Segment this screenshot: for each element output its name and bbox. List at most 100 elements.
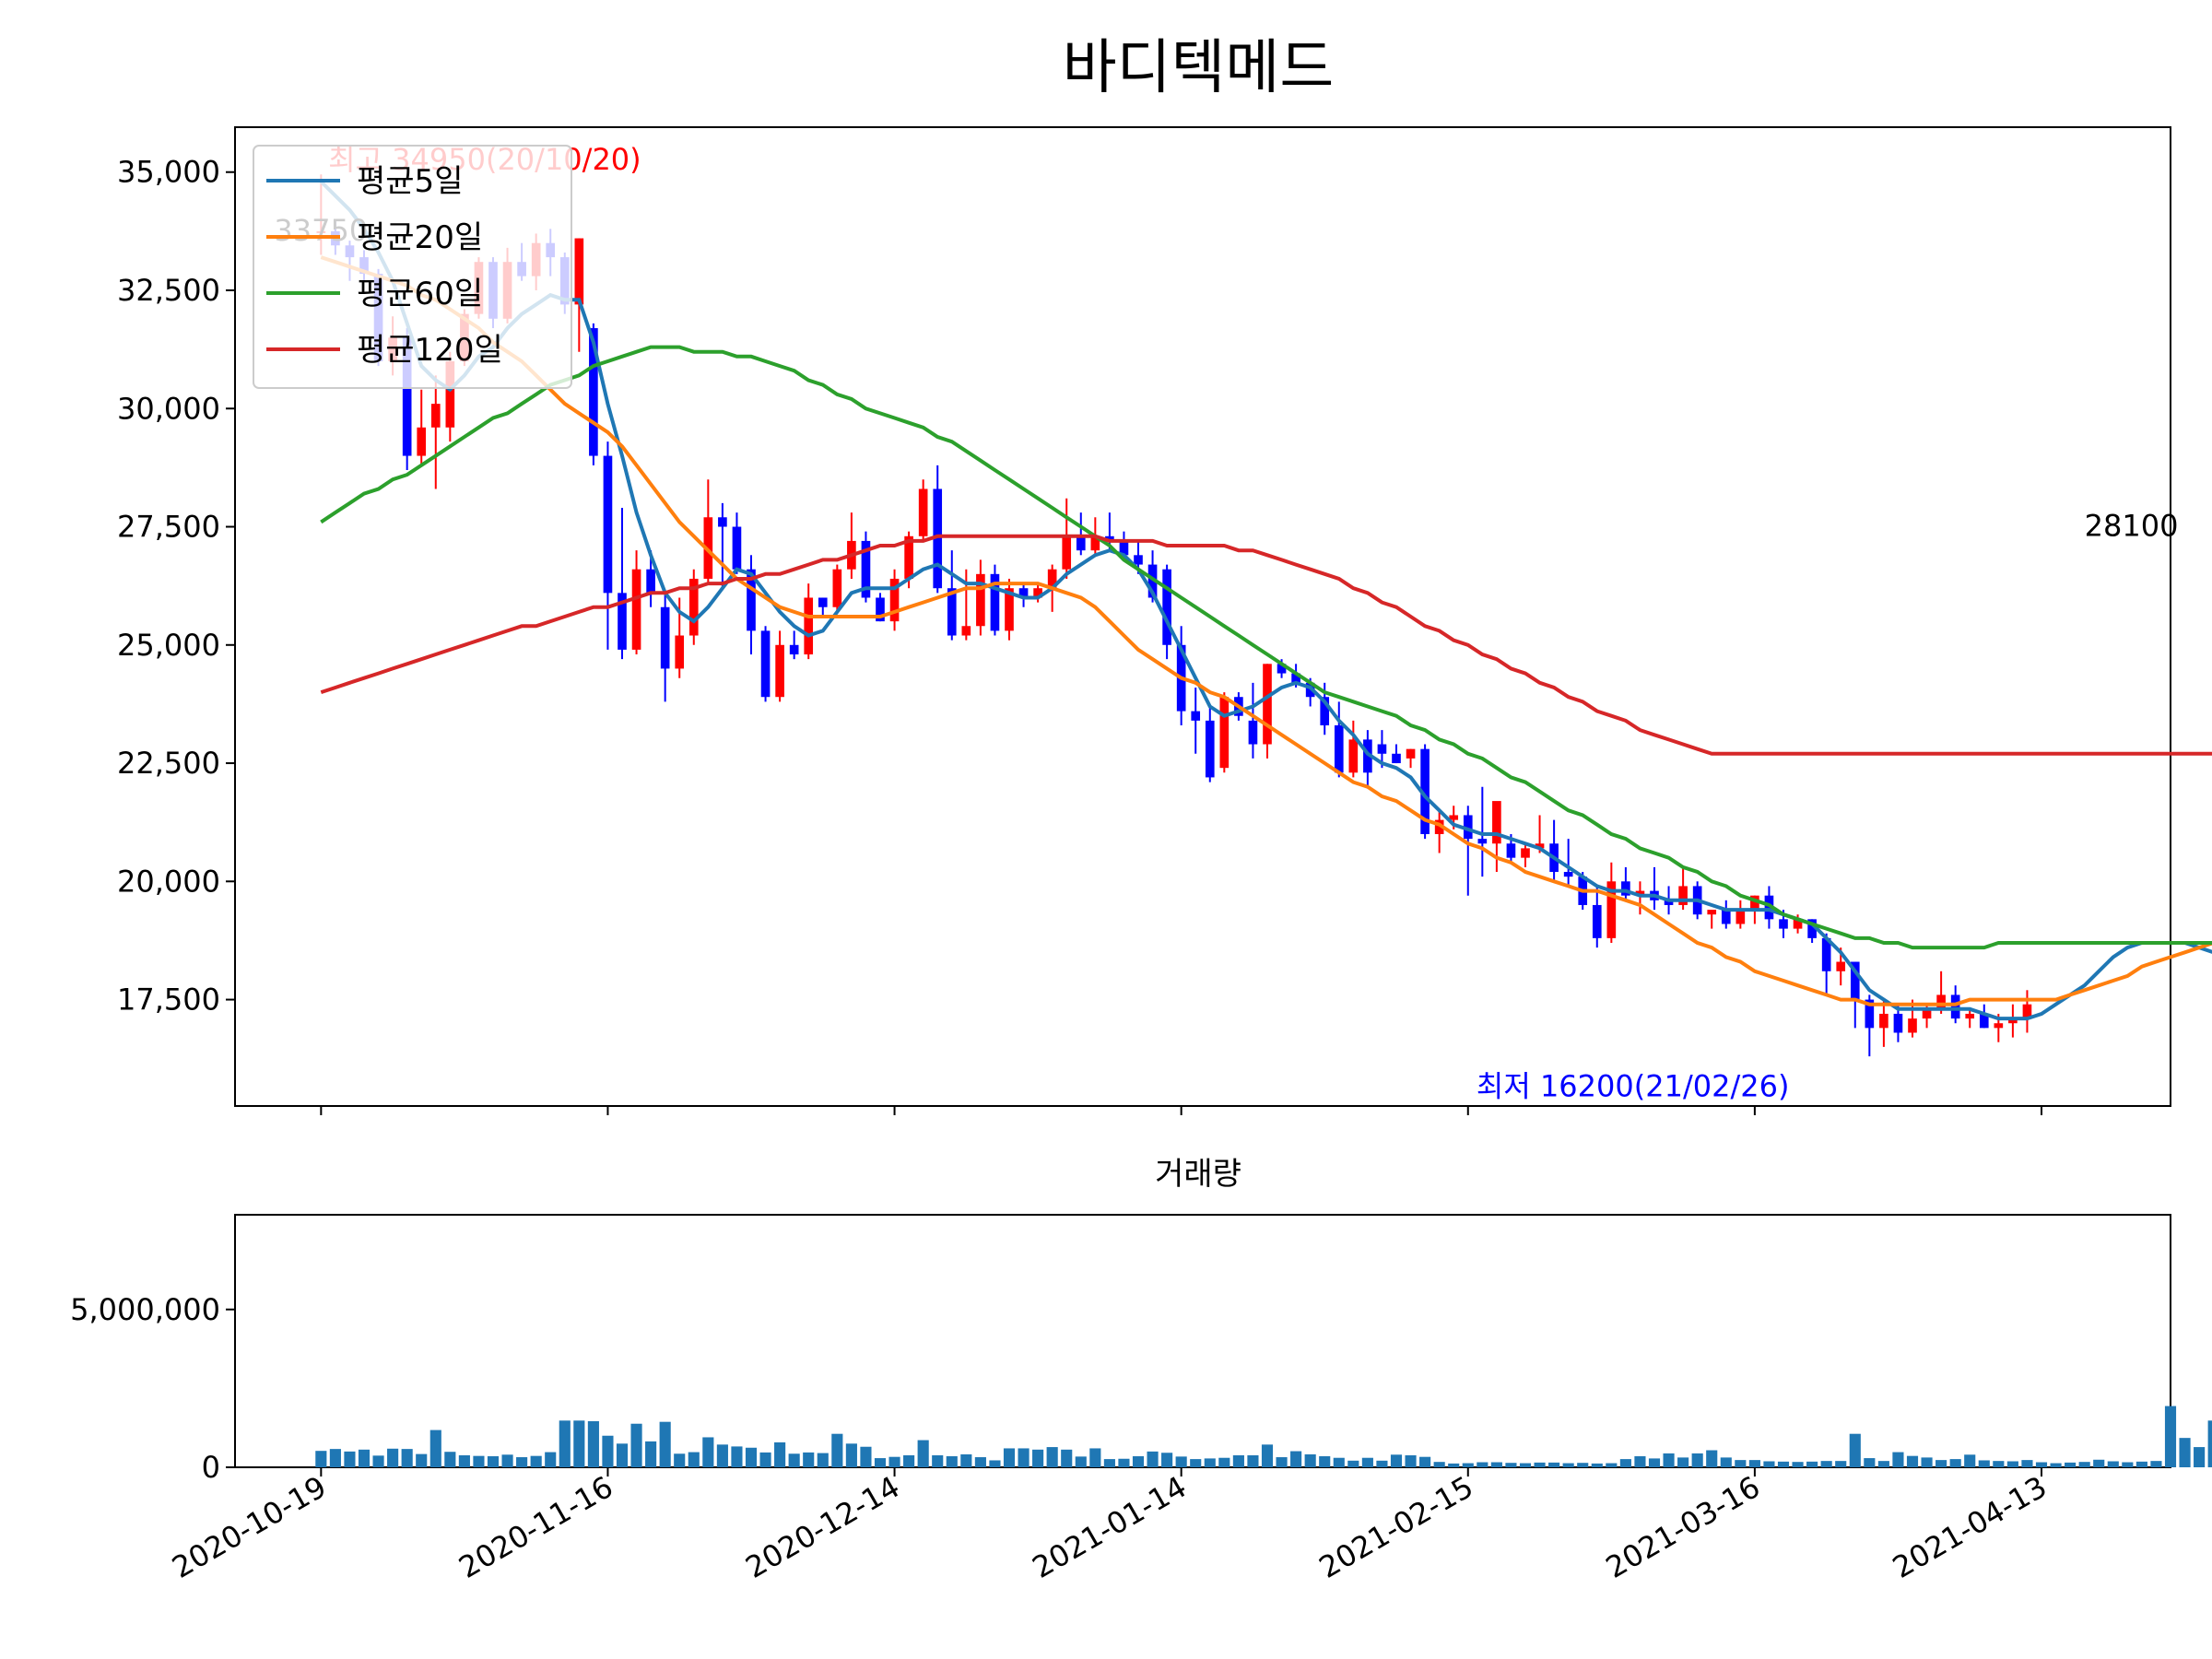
candle-body <box>1420 748 1430 834</box>
legend-box <box>253 145 572 389</box>
volume-bar <box>1691 1453 1703 1467</box>
volume-bar <box>2164 1406 2177 1467</box>
volume-bar <box>903 1454 915 1467</box>
volume-bar <box>688 1452 700 1467</box>
volume-bar <box>1606 1463 1618 1467</box>
candle-body <box>574 238 584 305</box>
ma20-line <box>320 255 2212 1006</box>
volume-bar <box>2093 1459 2105 1467</box>
volume-bar <box>1806 1461 1818 1467</box>
candle-body <box>1965 1013 1975 1019</box>
candle-body <box>732 526 742 570</box>
volume-bar <box>1591 1463 1603 1467</box>
volume-bar <box>2150 1461 2162 1467</box>
candle-body <box>1721 910 1731 924</box>
candle-body <box>1463 815 1473 840</box>
volume-bar <box>932 1454 944 1467</box>
candle-body <box>904 535 913 579</box>
candle-body <box>990 573 1000 631</box>
volume-bar <box>1735 1460 1747 1467</box>
volume-bar <box>616 1443 629 1467</box>
volume-bar <box>1361 1457 1373 1467</box>
volume-bar <box>358 1449 371 1467</box>
volume-bar <box>1534 1462 1546 1467</box>
candle-body <box>1635 890 1645 896</box>
candle-body <box>775 644 784 698</box>
volume-bar <box>1663 1453 1675 1467</box>
candle-body <box>1047 569 1057 589</box>
volume-bar <box>1161 1453 1173 1467</box>
candle-body <box>1664 900 1674 905</box>
candle-body <box>1821 937 1831 971</box>
volume-bar <box>444 1452 456 1467</box>
x-tick-label: 2020-12-14 <box>740 1469 906 1585</box>
volume-bar <box>2021 1460 2033 1467</box>
volume-bar <box>831 1433 843 1467</box>
candle-body <box>1950 994 1960 1019</box>
volume-bar <box>917 1440 929 1467</box>
volume-bar <box>516 1457 528 1467</box>
volume-bar <box>2065 1462 2077 1467</box>
volume-bar <box>1118 1458 1130 1467</box>
candle-body <box>1779 919 1788 929</box>
volume-axes-frame <box>234 1214 2171 1468</box>
candle-body <box>1248 720 1258 745</box>
candle-body <box>1492 801 1501 844</box>
candle-body <box>1377 744 1387 754</box>
candle-body <box>1678 886 1688 905</box>
candle-body <box>947 588 957 636</box>
volume-bar <box>1936 1460 1947 1467</box>
volume-bar <box>774 1441 786 1467</box>
candle-body <box>2008 1018 2018 1024</box>
candle-body <box>589 328 598 456</box>
volume-bar <box>1290 1451 1302 1467</box>
candle-body <box>1334 725 1344 773</box>
price-y-tick-label: 25,000 <box>117 628 220 663</box>
candle-body <box>1005 588 1014 631</box>
volume-bar <box>1204 1458 1216 1467</box>
candle-body <box>832 569 842 607</box>
volume-bar <box>1849 1433 1861 1467</box>
volume-bar <box>2136 1461 2147 1467</box>
candle-body <box>876 597 885 622</box>
candle-body <box>1592 904 1602 938</box>
candle-body <box>1392 753 1401 764</box>
volume-bar <box>1304 1453 1316 1467</box>
volume-bar <box>817 1453 829 1467</box>
volume-bar <box>1319 1456 1331 1467</box>
x-tick-label: 2021-02-15 <box>1313 1469 1479 1585</box>
volume-bar <box>630 1423 642 1467</box>
volume-bar <box>702 1437 714 1467</box>
volume-bar <box>1190 1459 1202 1467</box>
volume-bar <box>1046 1447 1058 1467</box>
candle-body <box>1363 739 1372 773</box>
volume-bar <box>659 1421 671 1467</box>
volume-bar <box>473 1455 485 1467</box>
candle-body <box>1090 535 1100 551</box>
candle-body <box>1449 815 1459 820</box>
volume-bar <box>1792 1462 1804 1467</box>
volume-bar <box>1132 1456 1145 1467</box>
volume-bar <box>2006 1461 2018 1467</box>
volume-bar <box>1448 1463 1460 1467</box>
volume-bar <box>1619 1459 1631 1467</box>
volume-bar <box>860 1446 872 1467</box>
volume-bar <box>1777 1461 1790 1467</box>
volume-bar <box>1376 1460 1388 1467</box>
volume-bar <box>674 1453 686 1467</box>
candle-body <box>618 593 627 650</box>
candle-body <box>603 455 613 594</box>
ma5-line <box>319 180 2212 1021</box>
candle-body <box>1291 673 1300 683</box>
legend-label: 평균20일 <box>357 219 483 256</box>
volume-bar <box>602 1435 614 1467</box>
volume-bar <box>559 1420 571 1467</box>
volume-y-tick-label: 5,000,000 <box>70 1292 220 1327</box>
volume-bar <box>1993 1461 2005 1467</box>
volume-bar <box>1247 1454 1259 1467</box>
candle-body <box>1979 1013 1989 1029</box>
volume-bar <box>387 1448 399 1467</box>
volume-bar <box>788 1453 800 1467</box>
volume-bar <box>2078 1462 2090 1467</box>
candle-body <box>976 573 985 627</box>
